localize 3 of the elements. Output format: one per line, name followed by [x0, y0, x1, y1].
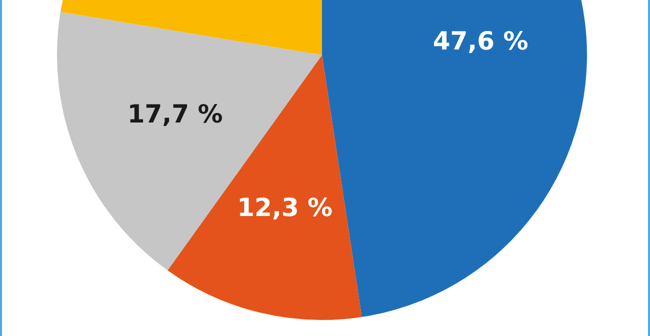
data-label: 17,7 %	[127, 99, 223, 128]
data-label: 12,3 %	[237, 193, 333, 222]
data-label: 47,6 %	[432, 26, 528, 56]
